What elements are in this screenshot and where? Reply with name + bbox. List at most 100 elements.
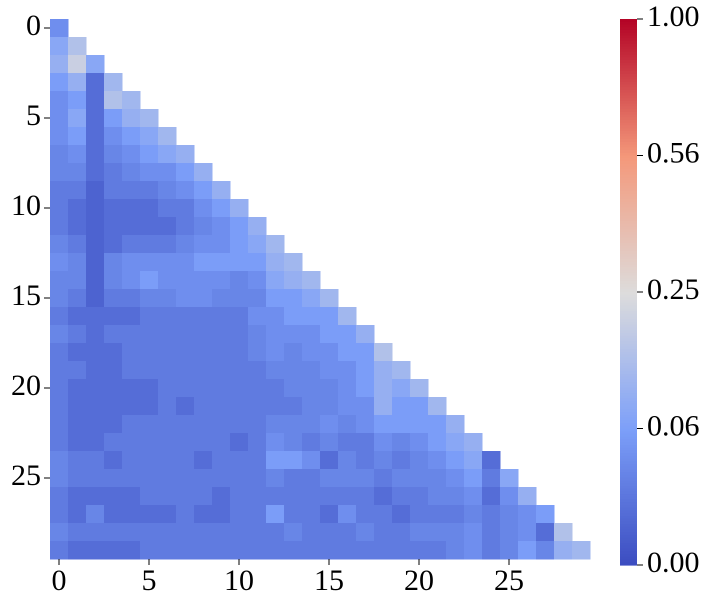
cell	[86, 397, 105, 416]
colorbar-segment	[620, 98, 637, 102]
cell	[320, 487, 339, 506]
cell	[212, 451, 231, 470]
colorbar-segment	[620, 559, 637, 563]
cell	[212, 397, 231, 416]
colorbar-segment	[620, 95, 637, 99]
cell	[446, 523, 465, 542]
cell	[320, 541, 339, 560]
cell	[284, 523, 303, 542]
cell	[356, 505, 375, 524]
cell	[302, 433, 321, 452]
colorbar-segment	[620, 144, 637, 148]
cell	[320, 505, 339, 524]
colorbar-segment	[620, 226, 637, 230]
colorbar-segment	[620, 259, 637, 263]
colorbar-segment	[620, 92, 637, 97]
cell	[284, 379, 303, 398]
cell	[230, 217, 249, 236]
cell	[104, 487, 123, 506]
cell	[176, 379, 195, 398]
cell	[338, 343, 357, 362]
colorbar-segment	[620, 270, 637, 274]
cell	[68, 145, 87, 164]
cell	[50, 307, 69, 326]
colorbar-segment	[620, 272, 637, 277]
cell	[464, 541, 483, 560]
cell	[104, 469, 123, 488]
colorbar-segment	[620, 545, 637, 550]
cell	[248, 289, 267, 308]
colorbar-segment	[620, 368, 637, 372]
colorbar-segment	[620, 24, 637, 28]
cell	[50, 163, 69, 182]
colorbar-segment	[620, 480, 637, 484]
colorbar-segment	[620, 414, 637, 419]
colorbar-segment	[620, 19, 637, 23]
y-tick-label: 5	[26, 99, 41, 132]
cell	[176, 289, 195, 308]
cell	[194, 343, 213, 362]
cell	[338, 415, 357, 434]
cell	[122, 289, 141, 308]
cell	[104, 523, 123, 542]
cell	[140, 307, 159, 326]
cell	[104, 289, 123, 308]
cell	[68, 235, 87, 254]
cell	[410, 433, 429, 452]
cell	[266, 469, 285, 488]
cell	[230, 541, 249, 560]
colorbar-segment	[620, 221, 637, 225]
cell	[86, 523, 105, 542]
cell	[68, 397, 87, 416]
cell	[104, 415, 123, 434]
cell	[176, 307, 195, 326]
cell	[86, 55, 105, 74]
cell	[446, 487, 465, 506]
cell	[86, 181, 105, 200]
cell	[248, 379, 267, 398]
cell	[212, 271, 231, 290]
colorbar-segment	[620, 379, 637, 383]
cell	[176, 235, 195, 254]
cell	[212, 325, 231, 344]
cell	[122, 91, 141, 110]
cell	[86, 145, 105, 164]
colorbar-segment	[620, 158, 637, 162]
cell	[194, 415, 213, 434]
colorbar-segment	[620, 393, 637, 397]
cell	[428, 397, 447, 416]
colorbar-segment	[620, 513, 637, 517]
cell	[302, 523, 321, 542]
cell	[50, 91, 69, 110]
cell	[392, 469, 411, 488]
cell	[320, 343, 339, 362]
colorbar-segment	[620, 73, 637, 77]
cell	[50, 199, 69, 218]
cell	[86, 541, 105, 560]
cell	[374, 541, 393, 560]
colorbar-segment	[620, 147, 637, 151]
colorbar-segment	[620, 196, 637, 200]
cell	[104, 307, 123, 326]
cell	[338, 397, 357, 416]
cell	[140, 433, 159, 452]
cell	[230, 469, 249, 488]
colorbar-segment	[620, 229, 637, 233]
cell	[86, 235, 105, 254]
cell	[374, 433, 393, 452]
colorbar-segment	[620, 180, 637, 184]
cell	[86, 487, 105, 506]
cell	[230, 235, 249, 254]
cell	[374, 379, 393, 398]
colorbar-segment	[620, 352, 637, 356]
cell	[284, 469, 303, 488]
cell	[50, 55, 69, 74]
cell	[86, 127, 105, 146]
cell	[50, 253, 69, 272]
cell	[284, 433, 303, 452]
cell	[338, 541, 357, 560]
cell	[248, 325, 267, 344]
cell	[104, 433, 123, 452]
cell	[266, 235, 285, 254]
colorbar-segment	[620, 322, 637, 326]
